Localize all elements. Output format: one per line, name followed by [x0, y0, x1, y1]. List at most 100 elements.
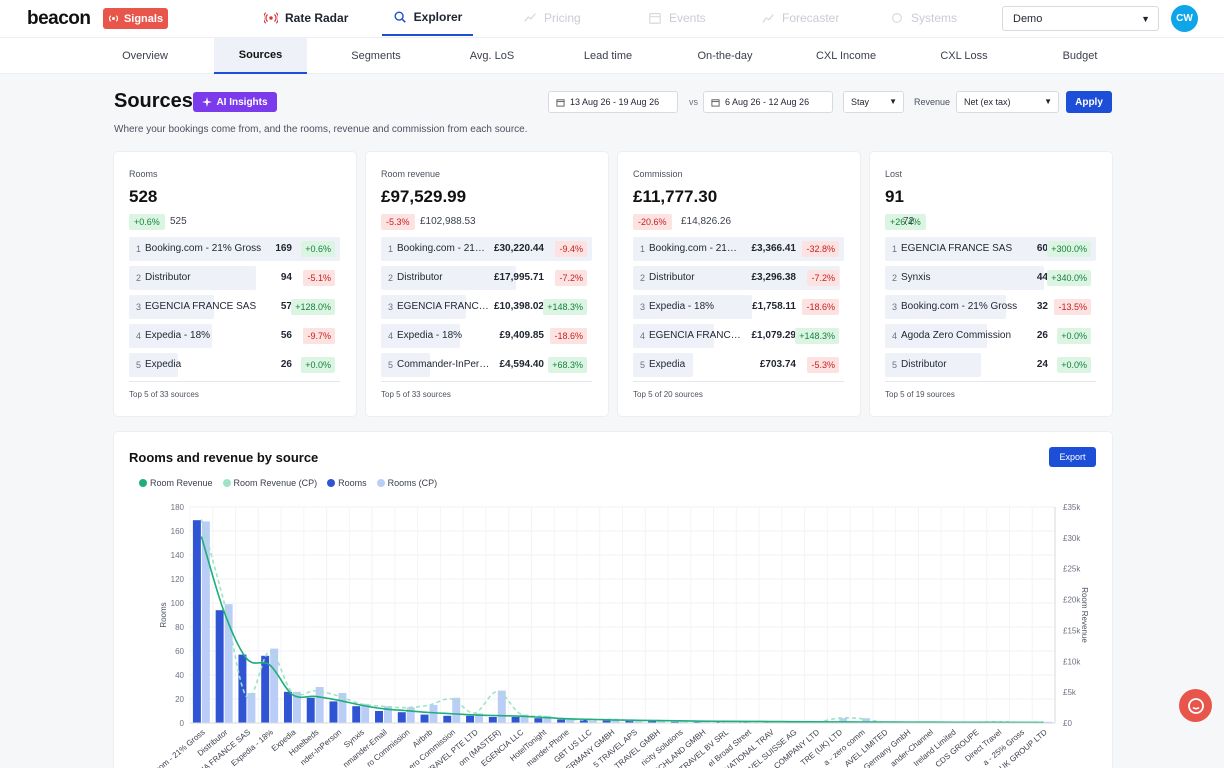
card-footer: Top 5 of 33 sources [129, 390, 199, 399]
source-row[interactable]: 2 Distributor £17,995.71 -7.2% [381, 265, 592, 294]
y2-tick-label: £20k [1063, 596, 1081, 605]
systems-icon [892, 13, 902, 23]
kpi-card: Commission £11,777.30 -20.6% £14,826.26 1 Boo… [618, 152, 860, 416]
legend-rooms-cp[interactable]: Rooms (CP) [376, 478, 437, 488]
ai-insights-button[interactable]: AI Insights [193, 92, 277, 112]
property-select[interactable]: Demo ▼ [1002, 6, 1159, 31]
tab-budget[interactable]: Budget [1062, 50, 1098, 62]
source-row[interactable]: 1 EGENCIA FRANCE SAS 60 +300.0% [885, 236, 1096, 265]
tab-avg-los[interactable]: Avg. LoS [469, 50, 515, 62]
nav-forecaster-label: Forecaster [782, 11, 840, 25]
bar-rooms-cp [201, 521, 210, 723]
rooms-revenue-chart: 0 20 40 60 80 100 120 140 160 180 £0 £5k £10k £15k £20… [154, 503, 1089, 768]
row-rank: 2 [640, 273, 646, 283]
date-range-picker[interactable]: 13 Aug 26 - 19 Aug 26 [548, 91, 678, 113]
rooms-revenue-chart-card: Rooms and revenue by source Export Room … [114, 432, 1112, 768]
user-avatar[interactable]: CW [1171, 5, 1198, 32]
tab-on-the-day[interactable]: On-the-day [697, 50, 753, 62]
signals-button[interactable]: Signals [103, 8, 168, 29]
card-value: 528 [129, 187, 158, 206]
legend-room-revenue[interactable]: Room Revenue [139, 478, 213, 488]
nav-pricing[interactable]: Pricing [523, 0, 581, 36]
legend-rooms[interactable]: Rooms [327, 478, 367, 488]
card-previous-value: 525 [170, 216, 187, 227]
row-delta-badge: +68.3% [548, 357, 587, 373]
source-row[interactable]: 3 Expedia - 18% £1,758.11 -18.6% [633, 294, 844, 323]
legend-room-revenue-cp[interactable]: Room Revenue (CP) [222, 478, 318, 488]
legend-dot [139, 479, 147, 487]
source-row[interactable]: 1 Booking.com - 21% Gross 169 +0.6% [129, 236, 340, 265]
y-tick-label: 40 [175, 671, 184, 680]
kpi-card: Lost 91 +26.4% 72 1 EGENCIA FRANCE SAS 60 +300.… [870, 152, 1112, 416]
compare-range-picker[interactable]: 6 Aug 26 - 12 Aug 26 [703, 91, 833, 113]
row-rank: 2 [892, 273, 898, 283]
row-rank: 5 [640, 360, 646, 370]
source-row[interactable]: 3 Booking.com - 21% Gross 32 -13.5% [885, 294, 1096, 323]
y2-tick-label: £15k [1063, 626, 1081, 635]
row-value: 24 [1036, 359, 1048, 370]
card-label: Commission [633, 169, 683, 179]
y-tick-label: 160 [171, 527, 185, 536]
tab-sources[interactable]: Sources [214, 38, 307, 74]
line-room-revenue [200, 536, 1044, 724]
source-row[interactable]: 2 Distributor £3,296.38 -7.2% [633, 265, 844, 294]
vs-label: vs [689, 97, 698, 107]
bar-rooms-cp [497, 690, 506, 723]
row-value: 169 [275, 243, 292, 254]
nav-systems[interactable]: Systems [890, 0, 957, 36]
row-source-name: Distributor [145, 272, 191, 283]
row-rank: 4 [136, 331, 142, 341]
row-source-name: Expedia [145, 359, 182, 370]
source-row[interactable]: 4 Agoda Zero Commission 26 +0.0% [885, 323, 1096, 352]
source-row[interactable]: 3 EGENCIA FRANCE SAS 57 +128.0% [129, 294, 340, 323]
legend-label: Room Revenue (CP) [233, 478, 318, 488]
source-row[interactable]: 2 Synxis 44 +340.0% [885, 265, 1096, 294]
card-delta-badge: -20.6% [633, 214, 672, 230]
row-delta-badge: -32.8% [802, 241, 839, 257]
source-row[interactable]: 2 Distributor 94 -5.1% [129, 265, 340, 294]
source-row[interactable]: 4 Expedia - 18% £9,409.85 -18.6% [381, 323, 592, 352]
brand-logo[interactable]: beacon [27, 8, 91, 29]
nav-forecaster[interactable]: Forecaster [761, 0, 839, 36]
revenue-label: Revenue [914, 97, 951, 107]
row-source-name: Expedia - 18% [397, 330, 463, 341]
y2-axis-title: Room Revenue [1080, 587, 1089, 643]
radar-icon [264, 12, 278, 24]
row-value: £10,398.02 [493, 301, 544, 312]
row-delta-badge: +0.0% [301, 357, 335, 373]
source-row[interactable]: 4 Expedia - 18% 56 -9.7% [129, 323, 340, 352]
row-delta-badge: +300.0% [1047, 241, 1091, 257]
chat-icon [1187, 697, 1204, 714]
nav-explorer[interactable]: Explorer [382, 0, 473, 36]
calendar-icon [556, 98, 565, 107]
share-bar [129, 295, 214, 319]
nav-events[interactable]: Events [648, 0, 706, 36]
bar-rooms-cp [361, 703, 370, 723]
signals-icon [108, 15, 119, 22]
apply-button[interactable]: Apply [1066, 91, 1112, 113]
share-bar [885, 266, 1044, 290]
tab-segments[interactable]: Segments [351, 50, 401, 62]
bar-rooms [602, 720, 611, 723]
tab-cxl-income[interactable]: CXL Income [815, 50, 877, 62]
chat-button[interactable] [1179, 689, 1212, 722]
source-row[interactable]: 5 Expedia 26 +0.0% [129, 352, 340, 381]
source-row[interactable]: 5 Distributor 24 +0.0% [885, 352, 1096, 381]
stay-select[interactable]: Stay ▼ [843, 91, 904, 113]
export-button[interactable]: Export [1049, 447, 1096, 467]
nav-rate-radar[interactable]: Rate Radar [264, 0, 348, 36]
sub-tabs: Overview Sources Segments Avg. LoS Lead … [0, 38, 1224, 74]
row-rank: 5 [388, 360, 394, 370]
tab-overview[interactable]: Overview [122, 50, 168, 62]
row-rank: 4 [892, 331, 898, 341]
source-row[interactable]: 5 Expedia £703.74 -5.3% [633, 352, 844, 381]
tab-cxl-loss[interactable]: CXL Loss [940, 50, 988, 62]
revenue-select[interactable]: Net (ex tax) ▼ [956, 91, 1059, 113]
bar-rooms [670, 721, 679, 723]
tab-lead-time[interactable]: Lead time [583, 50, 633, 62]
source-row[interactable]: 5 Commander-InPerson £4,594.40 +68.3% [381, 352, 592, 381]
